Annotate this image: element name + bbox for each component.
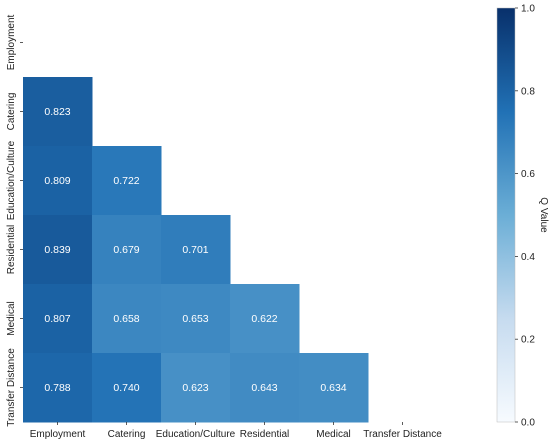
x-tick-label-transfer-distance: Transfer Distance (363, 429, 442, 440)
y-tick-label-medical: Medical (6, 301, 17, 335)
heatmap-cell-medical-residential (230, 284, 300, 354)
cell-value-label: 0.839 (44, 244, 70, 256)
cell-value-label: 0.807 (44, 313, 70, 325)
heatmap-cell-education-culture-catering (92, 146, 162, 216)
x-axis-tick-labels: Employment Catering Education/Culture Resid… (30, 422, 442, 440)
cell-value-label: 0.701 (182, 244, 208, 256)
cell-value-label: 0.623 (182, 382, 208, 394)
cell-value-label: 0.722 (113, 175, 139, 187)
cell-value-label: 0.679 (113, 244, 139, 256)
heatmap-cell-medical-employment (23, 284, 93, 354)
colorbar-tick-label: 0.2 (521, 335, 535, 346)
heatmap-cell-medical-catering (92, 284, 162, 354)
y-axis-tick-labels: Employment Catering Education/Culture Resid… (6, 14, 23, 427)
x-tick-label-education-culture: Education/Culture (156, 429, 236, 440)
heatmap-cell-transfer-distance-employment (23, 353, 93, 423)
y-tick-label-employment: Employment (6, 14, 17, 70)
cell-value-label: 0.643 (251, 382, 277, 394)
heatmap-cell-transfer-distance-medical (299, 353, 369, 423)
heatmap-cells: 0.823 0.809 0.722 0.839 0.679 0.701 0.807 0.658… (23, 77, 369, 423)
cell-value-label: 0.658 (113, 313, 139, 325)
cell-value-label: 0.740 (113, 382, 139, 394)
heatmap-cell-residential-employment (23, 215, 93, 285)
colorbar-tick-label: 1.0 (521, 4, 535, 15)
colorbar-label: Q Value (538, 197, 549, 233)
colorbar-tick-label: 0.0 (521, 418, 535, 429)
x-tick-label-employment: Employment (30, 429, 86, 440)
colorbar-tick-label: 0.8 (521, 86, 535, 97)
heatmap-cell-residential-catering (92, 215, 162, 285)
cell-value-label: 0.809 (44, 175, 70, 187)
cell-value-label: 0.634 (320, 382, 346, 394)
heatmap-cell-education-culture-employment (23, 146, 93, 216)
heatmap-cell-transfer-distance-catering (92, 353, 162, 423)
heatmap-cell-medical-education-culture (161, 284, 231, 354)
y-tick-label-education-culture: Education/Culture (6, 140, 17, 220)
x-tick-label-residential: Residential (240, 429, 289, 440)
colorbar-gradient (496, 7, 516, 423)
cell-value-label: 0.823 (44, 106, 70, 118)
colorbar: 0.0 0.2 0.4 0.6 0.8 1.0 Q Value (496, 4, 549, 429)
y-tick-label-catering: Catering (6, 93, 17, 131)
x-tick-label-medical: Medical (316, 429, 350, 440)
y-tick-label-residential: Residential (6, 225, 17, 274)
heatmap-cell-catering-employment (23, 77, 93, 147)
x-tick-label-catering: Catering (108, 429, 146, 440)
y-tick-label-transfer-distance: Transfer Distance (6, 348, 17, 427)
cell-value-label: 0.788 (44, 382, 70, 394)
colorbar-tick-label: 0.4 (521, 252, 535, 263)
cell-value-label: 0.653 (182, 313, 208, 325)
colorbar-tick-label: 0.6 (521, 169, 535, 180)
cell-value-label: 0.622 (251, 313, 277, 325)
heatmap-cell-transfer-distance-education-culture (161, 353, 231, 423)
heatmap-cell-transfer-distance-residential (230, 353, 300, 423)
heatmap-cell-residential-education-culture (161, 215, 231, 285)
